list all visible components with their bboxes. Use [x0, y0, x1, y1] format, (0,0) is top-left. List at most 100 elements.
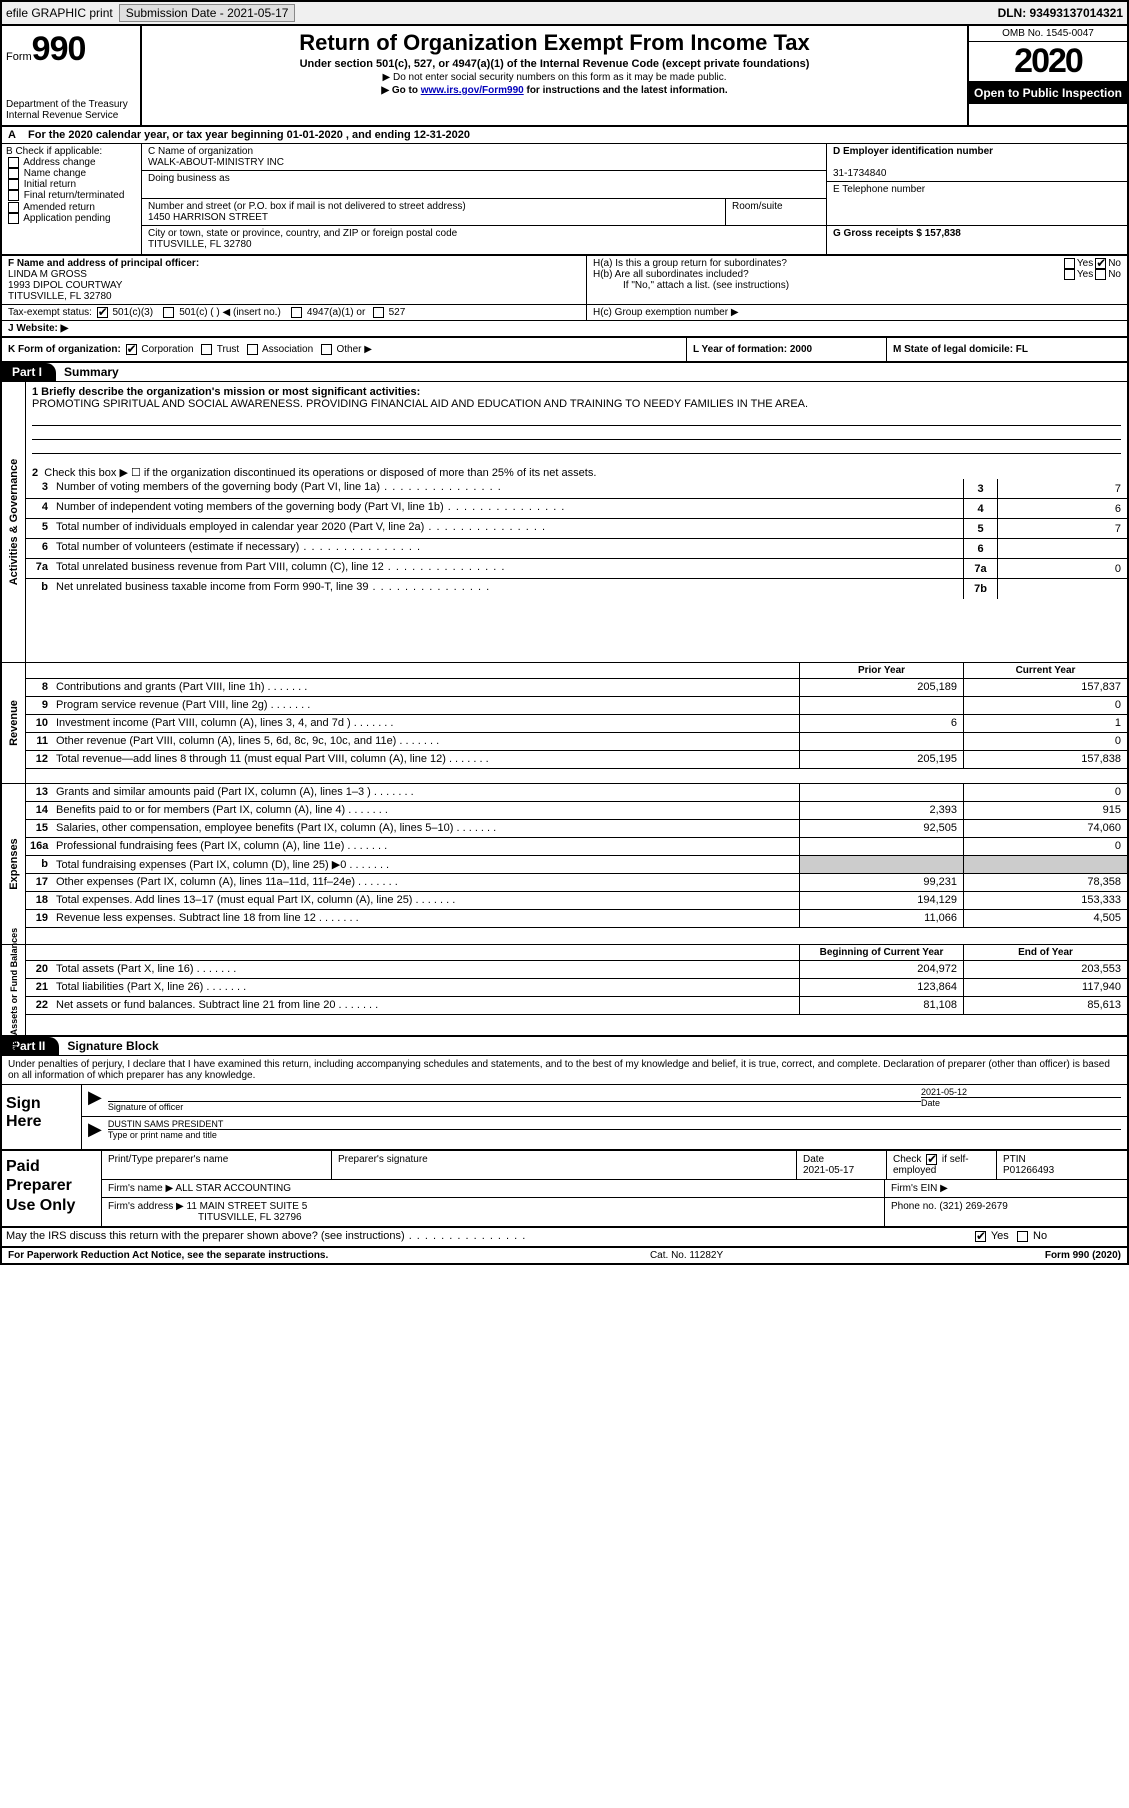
- officer-group-row: F Name and address of principal officer:…: [2, 256, 1127, 305]
- summary-line-6: 6Total number of volunteers (estimate if…: [26, 539, 1127, 559]
- public-inspection-badge: Open to Public Inspection: [969, 82, 1127, 104]
- ha-yes[interactable]: [1064, 258, 1075, 269]
- paid-preparer-block: Paid Preparer Use Only Print/Type prepar…: [2, 1151, 1127, 1228]
- chk-corp[interactable]: [126, 344, 137, 355]
- part-i-header: Part I Summary: [2, 363, 1127, 382]
- beg-end-header: Beginning of Current Year End of Year: [26, 945, 1127, 961]
- part-ii-header: Part II Signature Block: [2, 1037, 1127, 1056]
- officer-name-title: DUSTIN SAMS PRESIDENT: [108, 1119, 1121, 1129]
- line-13: 13Grants and similar amounts paid (Part …: [26, 784, 1127, 802]
- cat-no: Cat. No. 11282Y: [328, 1250, 1045, 1261]
- efile-topbar: efile GRAPHIC print Submission Date - 20…: [0, 0, 1129, 26]
- line-11: 11Other revenue (Part VIII, column (A), …: [26, 733, 1127, 751]
- org-street: 1450 HARRISON STREET: [148, 212, 719, 223]
- dln-label: DLN: 93493137014321: [998, 6, 1123, 20]
- line-10: 10Investment income (Part VIII, column (…: [26, 715, 1127, 733]
- mission-text: PROMOTING SPIRITUAL AND SOCIAL AWARENESS…: [32, 398, 808, 410]
- form-version: Form 990 (2020): [1045, 1250, 1121, 1261]
- tax-status-row: Tax-exempt status: 501(c)(3) 501(c) ( ) …: [2, 305, 1127, 321]
- name-arrow-icon: ▶: [88, 1119, 102, 1147]
- line-21: 21Total liabilities (Part X, line 26)123…: [26, 979, 1127, 997]
- vtab-activities: Activities & Governance: [2, 382, 26, 662]
- row-a-tax-year: A For the 2020 calendar year, or tax yea…: [2, 127, 1127, 144]
- form-subtitle: Under section 501(c), 527, or 4947(a)(1)…: [150, 58, 959, 70]
- hb-no[interactable]: [1095, 269, 1106, 280]
- discuss-row: May the IRS discuss this return with the…: [2, 1228, 1127, 1248]
- prior-current-header: Prior Year Current Year: [26, 663, 1127, 679]
- col-c-name-address: C Name of organization WALK-ABOUT-MINIST…: [142, 144, 827, 254]
- line-18: 18Total expenses. Add lines 13–17 (must …: [26, 892, 1127, 910]
- ssn-warning: ▶ Do not enter social security numbers o…: [150, 72, 959, 83]
- perjury-declaration: Under penalties of perjury, I declare th…: [2, 1056, 1127, 1085]
- chk-assoc[interactable]: [247, 344, 258, 355]
- line-20: 20Total assets (Part X, line 16)204,9722…: [26, 961, 1127, 979]
- line-14: 14Benefits paid to or for members (Part …: [26, 802, 1127, 820]
- firm-addr1: 11 MAIN STREET SUITE 5: [187, 1201, 308, 1212]
- form-header: Form990 Department of the Treasury Inter…: [2, 26, 1127, 127]
- form-word: Form: [6, 51, 32, 63]
- form-id-block: Form990 Department of the Treasury Inter…: [2, 26, 142, 125]
- firm-phone: Phone no. (321) 269-2679: [885, 1198, 1127, 1226]
- line-8: 8Contributions and grants (Part VIII, li…: [26, 679, 1127, 697]
- year-formation: L Year of formation: 2000: [693, 344, 812, 355]
- line-15: 15Salaries, other compensation, employee…: [26, 820, 1127, 838]
- form-title-block: Return of Organization Exempt From Incom…: [142, 26, 967, 125]
- form-title: Return of Organization Exempt From Incom…: [150, 30, 959, 56]
- chk-amended-return[interactable]: Amended return: [6, 202, 137, 213]
- ein-value: 31-1734840: [833, 168, 886, 179]
- chk-address-change[interactable]: Address change: [6, 157, 137, 168]
- gross-receipts: G Gross receipts $ 157,838: [833, 228, 961, 239]
- entity-info-block: B Check if applicable: Address change Na…: [2, 144, 1127, 256]
- summary-line-4: 4Number of independent voting members of…: [26, 499, 1127, 519]
- summary-line-5: 5Total number of individuals employed in…: [26, 519, 1127, 539]
- summary-line-7b: bNet unrelated business taxable income f…: [26, 579, 1127, 599]
- discuss-no[interactable]: [1017, 1231, 1028, 1242]
- chk-final-return[interactable]: Final return/terminated: [6, 190, 137, 201]
- sign-here-block: Sign Here ▶ Signature of officer 2021-05…: [2, 1085, 1127, 1151]
- firm-addr2: TITUSVILLE, FL 32796: [198, 1212, 302, 1223]
- submission-date-button[interactable]: Submission Date - 2021-05-17: [119, 4, 296, 22]
- k-form-org-row: K Form of organization: Corporation Trus…: [2, 338, 1127, 363]
- state-domicile: M State of legal domicile: FL: [893, 344, 1028, 355]
- ptin-value: P01266493: [1003, 1165, 1054, 1176]
- firm-name: ALL STAR ACCOUNTING: [175, 1183, 291, 1194]
- org-city: TITUSVILLE, FL 32780: [148, 239, 820, 250]
- discuss-yes[interactable]: [975, 1231, 986, 1242]
- summary-line-7a: 7aTotal unrelated business revenue from …: [26, 559, 1127, 579]
- hb-yes[interactable]: [1064, 269, 1075, 280]
- dept-treasury: Department of the Treasury: [6, 99, 136, 110]
- chk-self-employed[interactable]: [926, 1154, 937, 1165]
- chk-initial-return[interactable]: Initial return: [6, 179, 137, 190]
- chk-app-pending[interactable]: Application pending: [6, 213, 137, 224]
- chk-4947[interactable]: [291, 307, 302, 318]
- chk-other[interactable]: [321, 344, 332, 355]
- form990-link[interactable]: www.irs.gov/Form990: [421, 85, 524, 96]
- omb-year-block: OMB No. 1545-0047 2020 Open to Public In…: [967, 26, 1127, 125]
- form-number: 990: [32, 30, 86, 68]
- officer-name: LINDA M GROSS: [8, 269, 87, 280]
- line-9: 9Program service revenue (Part VIII, lin…: [26, 697, 1127, 715]
- summary-line-3: 3Number of voting members of the governi…: [26, 479, 1127, 499]
- line-16a: 16aProfessional fundraising fees (Part I…: [26, 838, 1127, 856]
- chk-501c[interactable]: [163, 307, 174, 318]
- chk-501c3[interactable]: [97, 307, 108, 318]
- vtab-expenses: Expenses: [2, 784, 26, 944]
- form-990-container: Form990 Department of the Treasury Inter…: [0, 26, 1129, 1265]
- omb-number: OMB No. 1545-0047: [969, 26, 1127, 42]
- line-19: 19Revenue less expenses. Subtract line 1…: [26, 910, 1127, 928]
- vtab-netassets: Net Assets or Fund Balances: [2, 945, 26, 1035]
- chk-name-change[interactable]: Name change: [6, 168, 137, 179]
- signature-arrow-icon: ▶: [88, 1087, 102, 1114]
- efile-label: efile GRAPHIC print: [6, 6, 113, 20]
- tax-year: 2020: [969, 42, 1127, 82]
- vtab-revenue: Revenue: [2, 663, 26, 783]
- line-b: bTotal fundraising expenses (Part IX, co…: [26, 856, 1127, 874]
- ha-no[interactable]: [1095, 258, 1106, 269]
- line-12: 12Total revenue—add lines 8 through 11 (…: [26, 751, 1127, 769]
- website-row: J Website: ▶: [2, 321, 1127, 338]
- col-b-checkboxes: B Check if applicable: Address change Na…: [2, 144, 142, 254]
- part-i-body: Activities & Governance 1 Briefly descri…: [2, 382, 1127, 1037]
- chk-trust[interactable]: [201, 344, 212, 355]
- mission-block: 1 Briefly describe the organization's mi…: [26, 382, 1127, 412]
- chk-527[interactable]: [373, 307, 384, 318]
